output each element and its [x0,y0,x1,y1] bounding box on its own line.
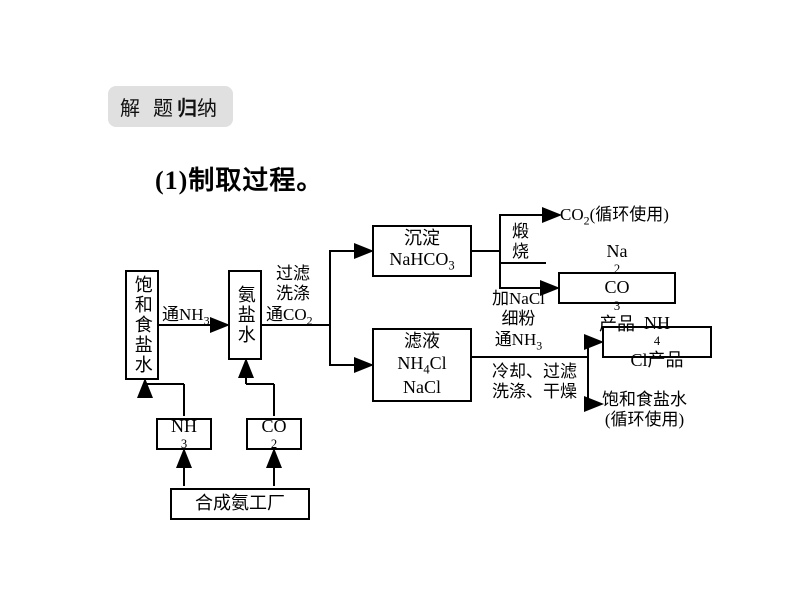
output-co2-recycle: CO2(循环使用) [560,205,669,228]
node-filtrate-l2: NH4Cl [397,353,446,378]
output-brine-recycle-l1: 饱和食盐水 [602,390,687,410]
label-add-nacl-l1: 加NaCl [492,289,545,309]
node-nh3: NH3 [156,418,212,450]
label-add-nacl: 加NaCl 细粉 通NH3 [492,289,545,352]
label-calcine: 煅 烧 [512,222,529,263]
badge-left: 解 题 [120,98,177,120]
label-calcine-l1: 煅 [512,222,529,242]
node-co2: CO2 [246,418,302,450]
label-filter-wash-l1: 过滤 [276,264,310,284]
label-cool-filter-l2: 洗涤、干燥 [492,382,577,402]
node-saturated-brine-text: 饱和食盐水 [131,275,153,375]
node-ammonia-brine-text: 氨盐水 [234,285,256,345]
output-brine-recycle: 饱和食盐水 (循环使用) [602,390,687,431]
node-ammonia-brine: 氨盐水 [228,270,262,360]
label-cool-filter-l1: 冷却、过滤 [492,362,577,382]
label-add-nacl-l3: 通NH3 [492,330,545,353]
section-title: (1)制取过程。 [155,160,323,197]
label-pass-co2: 通CO2 [266,305,313,328]
node-precipitate-l1: 沉淀 [404,228,440,250]
label-cool-filter: 冷却、过滤 洗涤、干燥 [492,362,577,403]
badge-em: 归 [177,98,197,120]
output-brine-recycle-l2: (循环使用) [602,410,687,430]
node-filtrate-l3: NaCl [403,377,441,399]
node-precipitate: 沉淀 NaHCO3 [372,225,472,277]
node-precipitate-l2: NaHCO3 [389,249,454,274]
node-factory: 合成氨工厂 [170,488,310,520]
badge-right: 纳 [197,98,221,120]
node-filtrate-l1: 滤液 [404,331,440,353]
badge-problem-summary: 解 题归纳 [108,86,233,127]
label-calcine-l2: 烧 [512,242,529,262]
label-filter-wash-l2: 洗涤 [276,284,310,304]
label-add-nacl-l2: 细粉 [492,309,545,329]
label-pass-nh3: 通NH3 [162,305,210,328]
node-na2co3-product: Na2CO3产品 [558,272,676,304]
label-filter-wash: 过滤 洗涤 [276,264,310,305]
node-saturated-brine: 饱和食盐水 [125,270,159,380]
node-filtrate: 滤液 NH4Cl NaCl [372,328,472,402]
